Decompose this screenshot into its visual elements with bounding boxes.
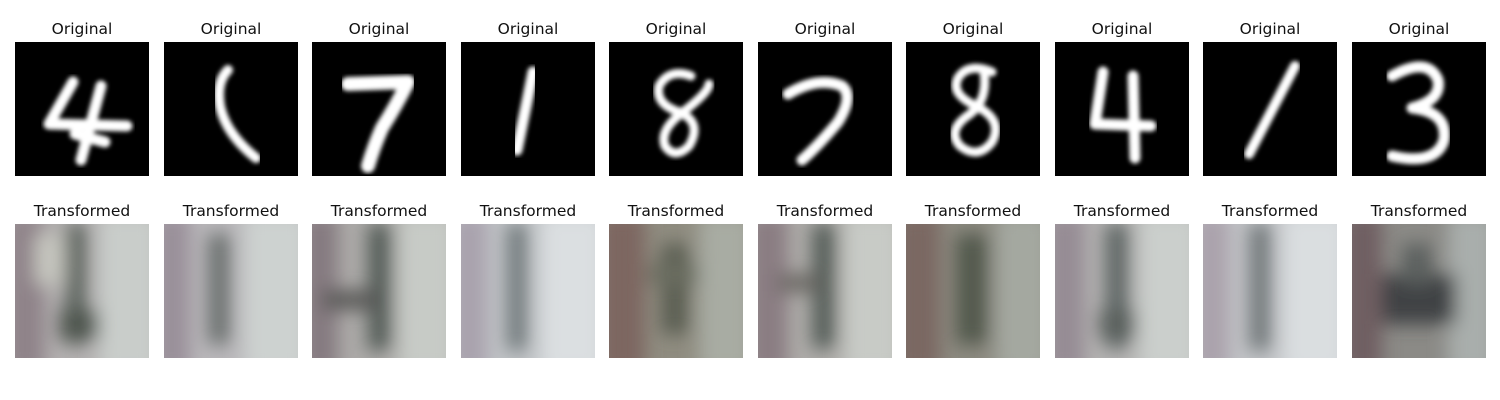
transformed-image	[164, 224, 298, 358]
panel-title: Original	[1239, 20, 1301, 38]
panel-title: Original	[645, 20, 707, 38]
original-image-digit-8	[609, 42, 743, 176]
panel-title: Transformed	[479, 202, 577, 220]
panel-title: Transformed	[627, 202, 725, 220]
original-image-digit-3	[1352, 42, 1486, 176]
original-image-digit-1	[164, 42, 298, 176]
panel-title: Original	[51, 20, 113, 38]
transformed-image	[1055, 224, 1189, 358]
transformed-image	[609, 224, 743, 358]
transformed-image	[15, 224, 149, 358]
transformed-image	[906, 224, 1040, 358]
panel-title: Original	[497, 20, 559, 38]
panel-title: Transformed	[1073, 202, 1171, 220]
panel-title: Original	[794, 20, 856, 38]
transformed-image	[312, 224, 446, 358]
transformed-image	[758, 224, 892, 358]
panel-title: Original	[1388, 20, 1450, 38]
panel-title: Transformed	[924, 202, 1022, 220]
panel-title: Transformed	[776, 202, 874, 220]
transformed-image	[1203, 224, 1337, 358]
transformed-image	[461, 224, 595, 358]
original-image-digit-4	[1055, 42, 1189, 176]
original-image-digit-7	[312, 42, 446, 176]
original-image-digit-1	[1203, 42, 1337, 176]
panel-title: Transformed	[1221, 202, 1319, 220]
panel-title: Transformed	[1370, 202, 1468, 220]
panel-title: Original	[942, 20, 1004, 38]
panel-title: Transformed	[330, 202, 428, 220]
transformed-image	[1352, 224, 1486, 358]
original-image-digit-1	[461, 42, 595, 176]
panel-title: Original	[348, 20, 410, 38]
panel-title: Original	[1091, 20, 1153, 38]
panel-title: Original	[200, 20, 262, 38]
original-image-digit-7	[758, 42, 892, 176]
original-image-digit-4	[15, 42, 149, 176]
panel-title: Transformed	[182, 202, 280, 220]
panel-title: Transformed	[33, 202, 131, 220]
original-image-digit-8	[906, 42, 1040, 176]
